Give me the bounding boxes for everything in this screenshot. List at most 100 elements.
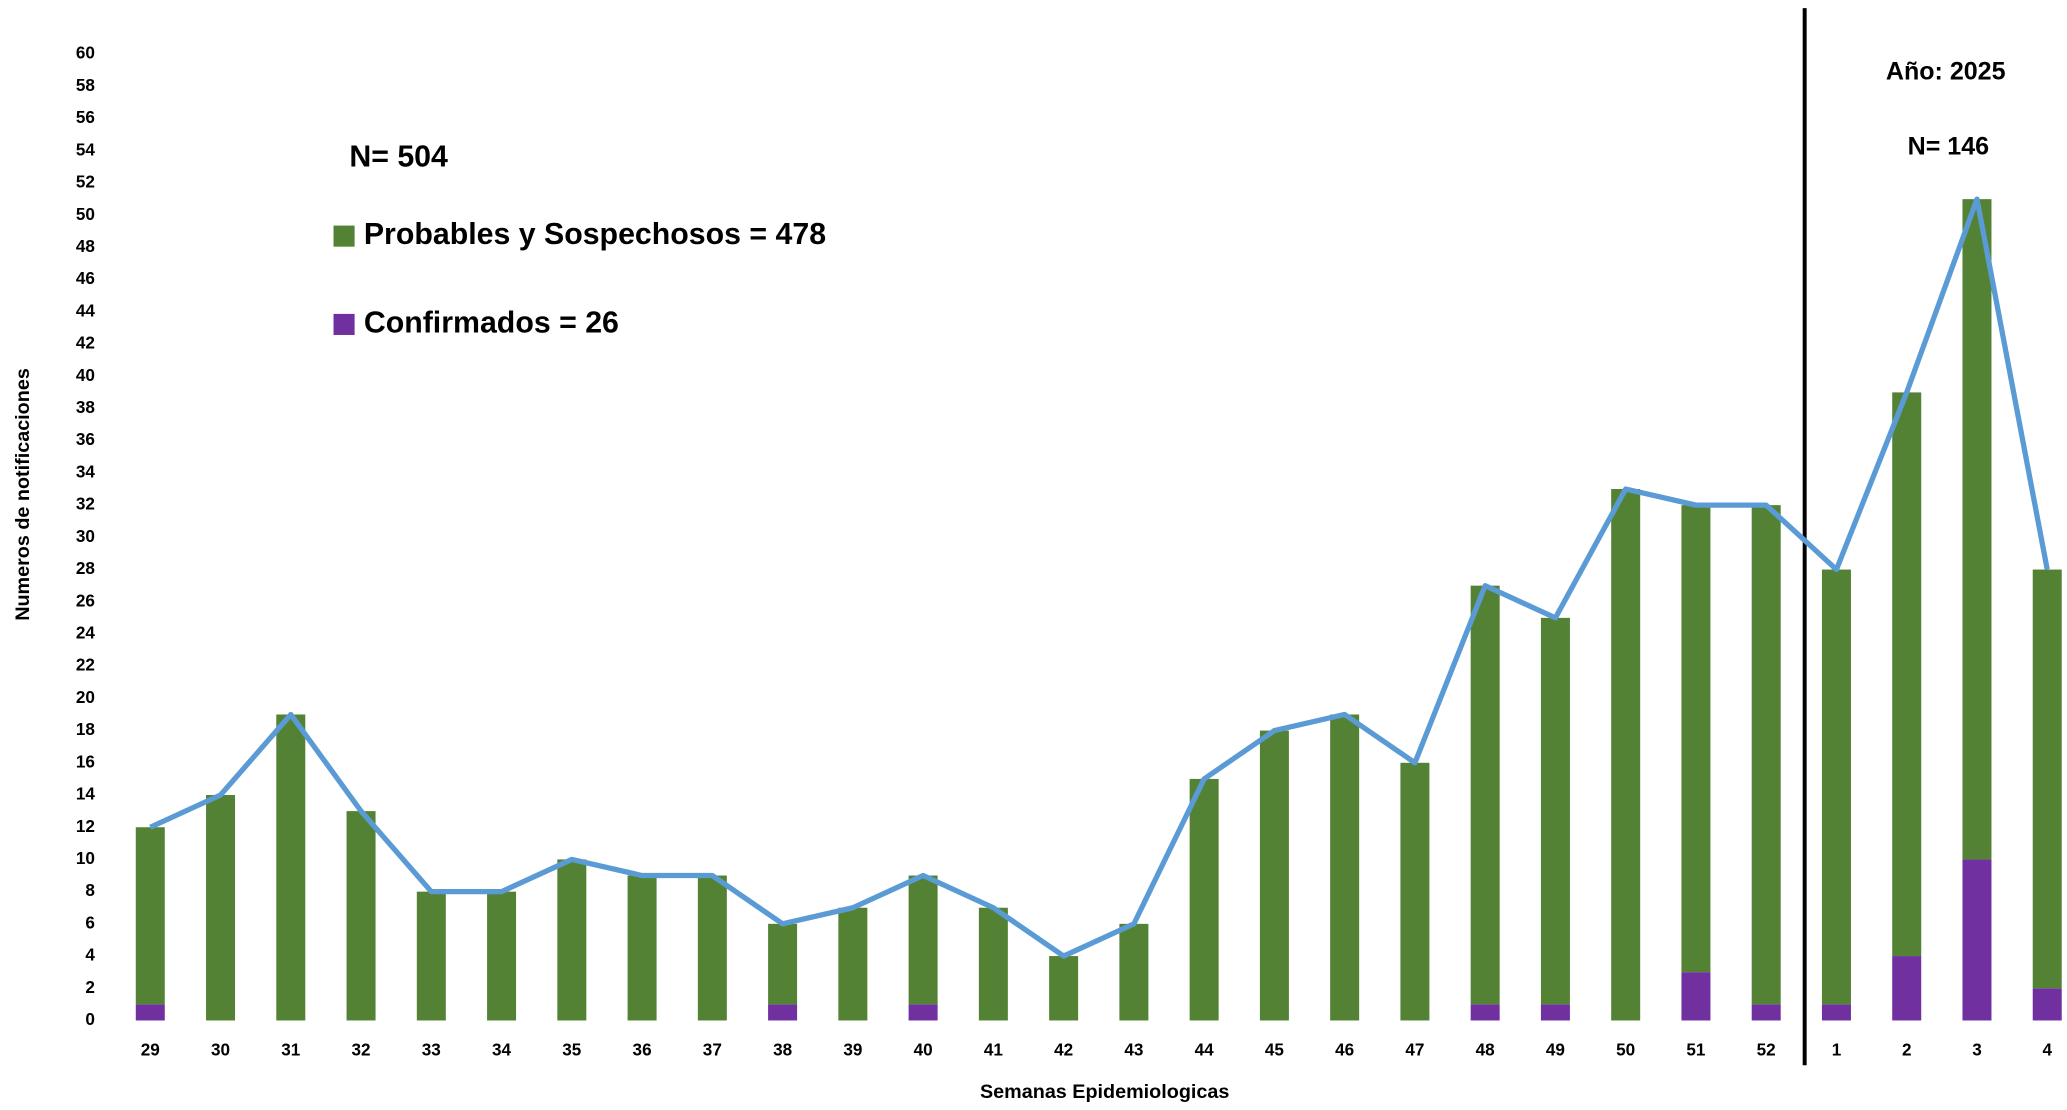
bar-segment	[979, 908, 1008, 1021]
bar-segment	[1049, 956, 1078, 1020]
bar-segment	[206, 795, 235, 1020]
x-tick-label: 29	[141, 1039, 160, 1059]
y-tick-label: 56	[76, 107, 95, 127]
y-tick-label: 20	[76, 687, 95, 707]
x-tick-label: 45	[1265, 1039, 1285, 1059]
y-tick-label: 0	[85, 1009, 95, 1029]
bar-segment	[768, 924, 797, 1005]
bar-segment	[1119, 924, 1148, 1021]
bar-segment	[1400, 763, 1429, 1021]
bar-segment	[1541, 618, 1570, 1005]
y-tick-label: 58	[76, 75, 95, 95]
annotation: N= 146	[1908, 132, 1989, 160]
y-tick-label: 34	[76, 461, 96, 481]
x-tick-label: 51	[1686, 1039, 1706, 1059]
bar-segment	[1681, 972, 1710, 1020]
legend-label: Confirmados = 26	[364, 306, 619, 339]
y-tick-label: 48	[76, 236, 95, 256]
y-tick-label: 4	[85, 945, 95, 965]
bar-segment	[1752, 1004, 1781, 1020]
x-tick-label: 35	[562, 1039, 582, 1059]
y-tick-label: 22	[76, 655, 95, 675]
bar-segment	[1260, 731, 1289, 1021]
x-tick-label: 41	[984, 1039, 1004, 1059]
x-tick-label: 3	[1972, 1039, 1982, 1059]
bar-segment	[136, 1004, 165, 1020]
y-tick-label: 6	[85, 912, 95, 932]
x-tick-label: 4	[2042, 1039, 2052, 1059]
legend-swatch	[334, 226, 355, 247]
bar-segment	[1962, 199, 1991, 859]
y-tick-label: 24	[76, 622, 96, 642]
annotation: Año: 2025	[1886, 57, 2006, 85]
y-tick-label: 50	[76, 204, 95, 224]
x-tick-label: 30	[211, 1039, 230, 1059]
x-tick-label: 31	[281, 1039, 301, 1059]
bar-segment	[1962, 859, 1991, 1020]
y-tick-label: 26	[76, 590, 95, 610]
bar-segment	[909, 1004, 938, 1020]
x-tick-label: 40	[914, 1039, 933, 1059]
x-tick-label: 44	[1195, 1039, 1215, 1059]
x-tick-label: 49	[1546, 1039, 1565, 1059]
x-tick-label: 36	[633, 1039, 652, 1059]
bar-segment	[2033, 988, 2062, 1020]
y-tick-label: 32	[76, 494, 95, 514]
bar-segment	[1822, 570, 1851, 1005]
legend-label: Probables y Sospechosos = 478	[364, 218, 826, 251]
bar-segment	[1822, 1004, 1851, 1020]
legend-swatch	[334, 314, 355, 335]
bar-segment	[1541, 1004, 1570, 1020]
bar-segment	[347, 811, 376, 1020]
y-tick-label: 40	[76, 365, 95, 385]
x-tick-label: 43	[1124, 1039, 1143, 1059]
x-tick-label: 2	[1902, 1039, 1912, 1059]
y-tick-label: 10	[76, 848, 95, 868]
x-tick-label: 47	[1405, 1039, 1424, 1059]
bar-segment	[2033, 570, 2062, 989]
x-tick-label: 42	[1054, 1039, 1073, 1059]
bar-segment	[1471, 586, 1500, 1005]
bar-segment	[1330, 714, 1359, 1020]
x-tick-label: 39	[843, 1039, 862, 1059]
bar-segment	[909, 876, 938, 1005]
bar-segment	[838, 908, 867, 1021]
bar-segment	[1190, 779, 1219, 1021]
x-tick-label: 48	[1476, 1039, 1495, 1059]
bar-segment	[417, 892, 446, 1021]
x-axis-label: Semanas Epidemiologicas	[980, 1081, 1229, 1103]
bar-segment	[768, 1004, 797, 1020]
bar-segment	[1892, 956, 1921, 1020]
y-tick-label: 30	[76, 526, 95, 546]
bar-segment	[698, 876, 727, 1021]
x-tick-label: 33	[422, 1039, 441, 1059]
bar-segment	[276, 714, 305, 1020]
x-tick-label: 32	[352, 1039, 371, 1059]
y-tick-label: 16	[76, 751, 95, 771]
x-tick-label: 34	[492, 1039, 512, 1059]
y-tick-label: 38	[76, 397, 95, 417]
x-tick-label: 46	[1335, 1039, 1354, 1059]
y-axis-label: Numeros de notificaciones	[12, 368, 34, 621]
bar-segment	[136, 827, 165, 1004]
bar-segment	[487, 892, 516, 1021]
x-tick-label: 37	[703, 1039, 722, 1059]
y-tick-label: 28	[76, 558, 95, 578]
bar-segment	[1892, 392, 1921, 956]
y-tick-label: 14	[76, 784, 96, 804]
x-tick-label: 1	[1832, 1039, 1842, 1059]
y-tick-label: 42	[76, 333, 95, 353]
y-tick-label: 44	[76, 300, 96, 320]
y-tick-label: 52	[76, 172, 95, 192]
x-tick-label: 38	[773, 1039, 792, 1059]
y-tick-label: 46	[76, 268, 95, 288]
bar-segment	[628, 876, 657, 1021]
chart: Numeros de notificaciones Semanas Epidem…	[0, 0, 2067, 1105]
y-tick-label: 18	[76, 719, 95, 739]
bar-segment	[557, 859, 586, 1020]
bar-segment	[1752, 505, 1781, 1004]
bar-segment	[1611, 489, 1640, 1020]
y-tick-label: 54	[76, 139, 96, 159]
bar-segment	[1681, 505, 1710, 972]
y-tick-label: 8	[85, 880, 95, 900]
